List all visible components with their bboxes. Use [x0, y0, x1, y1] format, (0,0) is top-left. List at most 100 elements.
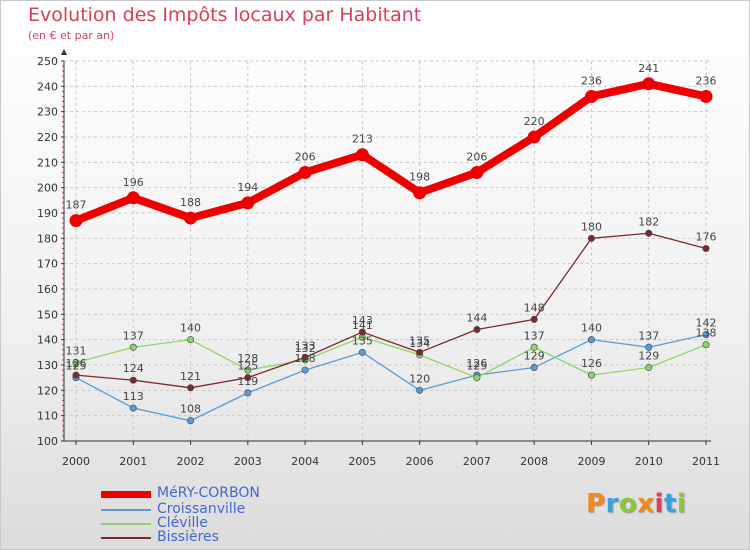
series-1-data-label: 126	[466, 357, 487, 370]
x-tick-label: 2006	[406, 455, 434, 468]
chart-title: Evolution des Impôts locaux par Habitant	[28, 4, 422, 26]
series-2-data-label: 126	[581, 357, 602, 370]
series-3-point	[244, 374, 252, 382]
x-tick-label: 2005	[348, 455, 376, 468]
legend-label-mery-corbon: MéRY-CORBON	[157, 485, 260, 501]
x-tick-label: 2011	[692, 455, 720, 468]
series-1-point	[702, 331, 710, 339]
series-1-data-label: 108	[180, 403, 201, 416]
series-0-data-label: 206	[466, 150, 487, 163]
series-3-point	[129, 376, 137, 384]
series-3-point	[587, 234, 595, 242]
series-0-point	[413, 186, 427, 200]
x-tick-label: 2000	[62, 455, 90, 468]
legend-swatch-bissieres	[101, 537, 151, 539]
logo-letter: t	[663, 489, 677, 519]
series-3-data-label: 133	[295, 339, 316, 352]
series-1-line	[75, 333, 707, 422]
y-tick-label: 110	[37, 410, 58, 423]
series-2-data-label: 138	[696, 327, 717, 340]
series-0-data-label: 196	[123, 176, 144, 189]
series-3-data-label: 180	[581, 220, 602, 233]
series-1-data-label: 142	[696, 317, 717, 330]
y-tick-label: 130	[37, 359, 58, 372]
series-1-data-label: 113	[123, 390, 144, 403]
series-1-data-label: 119	[237, 375, 258, 388]
y-tick-label: 100	[37, 435, 58, 448]
series-0-point	[699, 89, 713, 103]
series-1-point	[358, 348, 366, 356]
y-tick-label: 180	[37, 232, 58, 245]
series-2-data-label: 140	[180, 322, 201, 335]
legend-swatch-cleville	[101, 523, 151, 525]
series-0-point	[584, 89, 598, 103]
chart-subtitle: (en € et par an)	[28, 29, 115, 42]
series-3-point	[72, 371, 80, 379]
x-tick-label: 2009	[577, 455, 605, 468]
series-0-point	[126, 191, 140, 205]
series-2-data-label: 129	[638, 350, 659, 363]
series-3-point	[530, 315, 538, 323]
y-tick-label: 250	[37, 55, 58, 68]
series-3-data-label: 124	[123, 362, 144, 375]
data-labels: 1251131081191281351201261291401371421311…	[66, 62, 717, 416]
x-tick-label: 2008	[520, 455, 548, 468]
series-1-point	[416, 386, 424, 394]
axes: 100 110 120 130 140 150 160 170 180 190 200 210 220 2…	[37, 49, 720, 468]
legend-label-croissanville: Croissanville	[157, 501, 246, 517]
series-3-point	[358, 328, 366, 336]
series-1-point	[244, 389, 252, 397]
series-0-data-label: 241	[638, 62, 659, 75]
series-0-data-label: 187	[66, 199, 87, 212]
proxiti-logo[interactable]: Proxiti	[586, 489, 686, 519]
series-1-data-label: 120	[409, 372, 430, 385]
y-tick-label: 200	[37, 182, 58, 195]
legend-label-bissieres: Bissières	[157, 529, 219, 545]
legend-label-cleville: Cléville	[157, 515, 208, 531]
series-2-point	[587, 371, 595, 379]
series-1-point	[587, 336, 595, 344]
series-1-data-label: 128	[295, 352, 316, 365]
series-1-point	[129, 404, 137, 412]
legend-swatch-croissanville	[101, 509, 151, 511]
series-0-data-label: 236	[581, 74, 602, 87]
series-lines	[69, 77, 713, 425]
series-3-point	[301, 353, 309, 361]
series-2-point	[129, 343, 137, 351]
x-tick-label: 2004	[291, 455, 319, 468]
series-3-line	[75, 232, 707, 389]
series-1-data-label: 135	[352, 334, 373, 347]
series-0-data-label: 198	[409, 171, 430, 184]
logo-letter: P	[586, 489, 606, 519]
series-1-point	[187, 417, 195, 425]
y-tick-label: 120	[37, 384, 58, 397]
series-2-point	[473, 374, 481, 382]
series-2-data-label: 141	[352, 319, 373, 332]
series-2-point	[72, 358, 80, 366]
series-0-point	[527, 130, 541, 144]
y-tick-label: 230	[37, 106, 58, 119]
y-tick-label: 190	[37, 207, 58, 220]
logo-letter: x	[637, 489, 655, 519]
series-1-point	[301, 366, 309, 374]
logo-letter: r	[605, 489, 619, 519]
x-tick-label: 2001	[119, 455, 147, 468]
series-2-point	[645, 364, 653, 372]
series-2-data-label: 132	[295, 342, 316, 355]
series-2-point	[187, 336, 195, 344]
series-0-point	[470, 165, 484, 179]
series-3-data-label: 144	[466, 312, 487, 325]
y-tick-label: 210	[37, 156, 58, 169]
logo-letter: i	[654, 489, 664, 519]
series-0-data-label: 213	[352, 133, 373, 146]
x-tick-label: 2002	[177, 455, 205, 468]
series-3-data-label: 182	[638, 215, 659, 228]
series-0-line	[72, 79, 710, 225]
series-1-point	[530, 364, 538, 372]
series-2-point	[702, 341, 710, 349]
series-3-data-label: 143	[352, 314, 373, 327]
y-axis-arrow	[61, 49, 67, 55]
series-0-data-label: 206	[295, 150, 316, 163]
series-2-data-label: 137	[123, 329, 144, 342]
